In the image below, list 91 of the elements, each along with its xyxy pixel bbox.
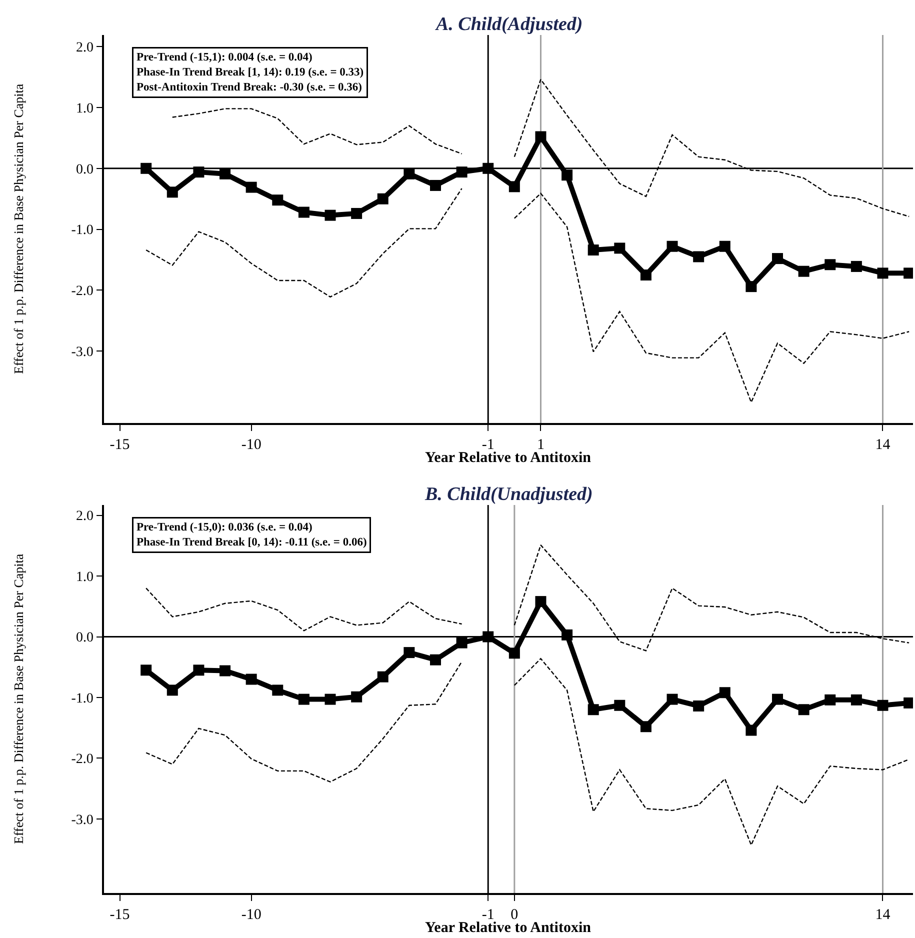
point xyxy=(772,253,784,264)
point xyxy=(614,242,626,254)
point xyxy=(850,260,862,272)
point xyxy=(535,131,546,142)
point xyxy=(824,694,836,706)
point xyxy=(877,700,888,711)
point xyxy=(640,269,652,280)
y-tick-label: 2.0 xyxy=(76,509,94,524)
y-tick-label: -3.0 xyxy=(71,812,94,828)
point xyxy=(377,193,388,204)
point xyxy=(351,208,362,219)
x-tick-label: -10 xyxy=(241,436,262,453)
point xyxy=(430,180,441,191)
point xyxy=(562,170,573,181)
point xyxy=(166,684,178,696)
point xyxy=(508,181,520,192)
point xyxy=(666,240,678,252)
y-tick-label: -1.0 xyxy=(71,691,94,706)
y-axis-title: Effect of 1 p.p. Difference in Base Physician Per Capita xyxy=(11,554,26,844)
point xyxy=(746,724,757,736)
chart-title: B. Child(Unadjusted) xyxy=(424,484,593,505)
point xyxy=(482,162,494,174)
point xyxy=(220,665,231,676)
y-tick-label: 0.0 xyxy=(76,630,94,646)
x-tick-label: -1 xyxy=(482,436,494,453)
x-tick-label: -15 xyxy=(110,906,130,923)
point xyxy=(562,629,573,640)
point xyxy=(324,694,336,705)
point xyxy=(824,259,836,270)
point xyxy=(324,210,336,221)
point xyxy=(588,244,599,256)
annotation: Phase-In Trend Break [0, 14): -0.11 (s.e. = 0.06) xyxy=(136,536,367,548)
x-tick-label: -15 xyxy=(110,436,130,453)
y-tick-label: 1.0 xyxy=(76,101,94,116)
point xyxy=(220,168,231,180)
point xyxy=(404,647,415,658)
point xyxy=(298,206,310,218)
point xyxy=(798,266,810,277)
point xyxy=(772,694,784,705)
point xyxy=(508,648,520,659)
y-tick-label: 0.0 xyxy=(76,162,94,178)
y-tick-label: -2.0 xyxy=(71,752,94,768)
point xyxy=(798,704,810,716)
point xyxy=(140,162,152,174)
point xyxy=(588,704,599,716)
point xyxy=(193,166,204,178)
y-tick-label: 2.0 xyxy=(76,40,94,56)
point xyxy=(693,700,704,712)
point xyxy=(166,186,178,198)
annotation: Post-Antitoxin Trend Break: -0.30 (s.e. = 0.36) xyxy=(136,81,362,94)
y-tick-label: -1.0 xyxy=(71,223,94,238)
point xyxy=(298,694,310,705)
x-axis-title: Year Relative to Antitoxin xyxy=(425,920,592,936)
x-tick-label: 14 xyxy=(875,906,891,923)
point xyxy=(693,251,704,262)
x-tick-label: 1 xyxy=(536,436,544,453)
point xyxy=(482,631,494,642)
point xyxy=(351,691,362,702)
point xyxy=(140,664,152,676)
point xyxy=(404,168,415,180)
point xyxy=(272,684,284,696)
x-axis-title: Year Relative to Antitoxin xyxy=(425,450,592,466)
point xyxy=(246,674,257,685)
x-tick-label: 0 xyxy=(510,906,518,923)
point xyxy=(850,694,862,706)
y-axis-title: Effect of 1 p.p. Difference in Base Physician Per Capita xyxy=(11,84,26,374)
y-tick-label: -3.0 xyxy=(71,345,94,360)
point xyxy=(719,687,730,698)
x-tick-label: -1 xyxy=(482,906,494,923)
y-tick-label: 1.0 xyxy=(76,570,94,585)
chart-title: A. Child(Adjusted) xyxy=(435,14,583,35)
point xyxy=(430,654,441,666)
annotation: Pre-Trend (-15,1): 0.004 (s.e. = 0.04) xyxy=(136,52,312,64)
point xyxy=(193,664,204,676)
y-tick-label: -2.0 xyxy=(71,284,94,300)
point xyxy=(246,182,257,193)
point xyxy=(640,721,652,732)
point xyxy=(877,268,888,279)
point xyxy=(719,240,730,252)
x-tick-label: 14 xyxy=(875,436,891,453)
point xyxy=(746,281,757,292)
point xyxy=(272,194,284,206)
point xyxy=(614,700,626,711)
annotation: Pre-Trend (-15,0): 0.036 (s.e. = 0.04) xyxy=(136,522,312,534)
point xyxy=(666,694,678,705)
point xyxy=(535,596,546,608)
annotation: Phase-In Trend Break [1, 14): 0.19 (s.e. = 0.33) xyxy=(136,66,364,78)
point xyxy=(456,637,468,648)
point xyxy=(377,671,388,682)
point xyxy=(456,166,468,178)
x-tick-label: -10 xyxy=(241,906,262,923)
